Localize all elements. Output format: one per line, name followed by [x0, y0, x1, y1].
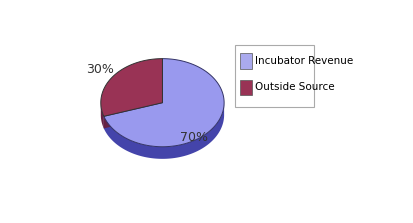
Polygon shape: [104, 103, 224, 159]
Text: 30%: 30%: [86, 62, 114, 76]
Polygon shape: [101, 102, 104, 128]
Text: Outside Source: Outside Source: [255, 82, 335, 92]
Polygon shape: [104, 103, 162, 128]
Polygon shape: [104, 59, 224, 147]
Text: 70%: 70%: [180, 131, 208, 144]
Polygon shape: [101, 59, 162, 116]
Text: Incubator Revenue: Incubator Revenue: [255, 56, 353, 66]
Polygon shape: [104, 103, 162, 128]
FancyBboxPatch shape: [235, 45, 314, 107]
Bar: [240, 80, 252, 95]
Bar: [240, 53, 252, 68]
